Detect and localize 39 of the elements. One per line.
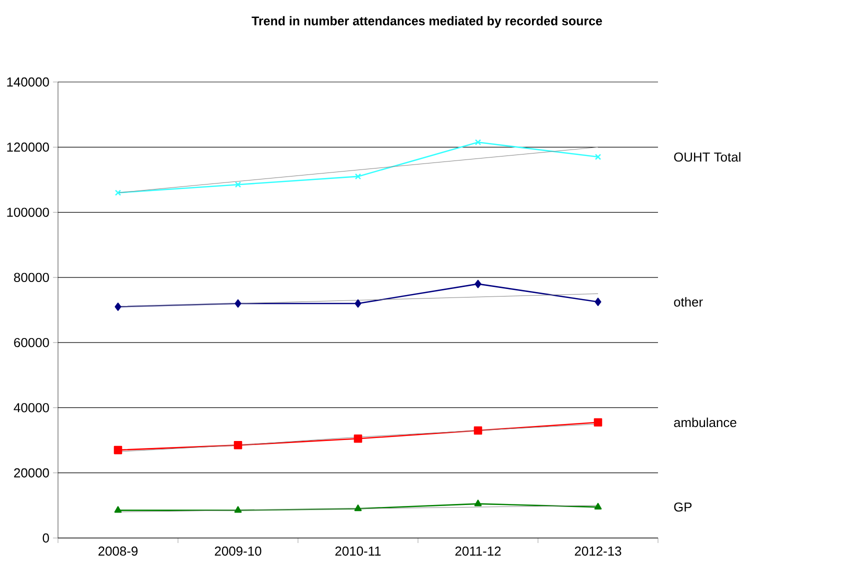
point [474, 426, 482, 435]
point [474, 500, 482, 506]
text: other [674, 297, 703, 307]
x-tick-label: 2009-10 [214, 546, 262, 556]
y-tick-label: 140000 [7, 77, 49, 87]
x-tick-label: 2010-11 [335, 546, 381, 556]
point [354, 299, 362, 308]
point [474, 139, 482, 146]
y-tick-label: 120000 [7, 142, 49, 152]
point [594, 418, 602, 427]
x-tick-label: 2008-9 [98, 546, 138, 556]
point [234, 506, 242, 513]
point [354, 434, 362, 443]
x-tick-label: 2011-12 [455, 546, 501, 556]
text: GP [674, 502, 692, 512]
point [594, 154, 602, 160]
y-tick-label: 60000 [14, 338, 49, 348]
y-tick-label: 20000 [14, 468, 49, 478]
line-series [118, 146, 598, 193]
chart-title: Trend in number attendances mediated by recorded source [252, 16, 602, 28]
point [474, 280, 482, 288]
point [234, 441, 242, 450]
y-tick-label: 80000 [14, 272, 49, 282]
point [234, 181, 242, 188]
y-tick-label: 0 [42, 533, 49, 543]
point [114, 302, 122, 311]
y-tick-label: 40000 [14, 403, 49, 412]
point [114, 506, 122, 513]
point [354, 504, 362, 512]
point [114, 446, 122, 454]
x-tick-label: 2012-13 [574, 546, 622, 556]
point [594, 298, 602, 306]
y-tick-label: 100000 [7, 208, 49, 217]
point [354, 173, 362, 180]
point [234, 299, 242, 308]
text: ambulance [674, 418, 736, 428]
point [114, 190, 122, 196]
text: OUHT Total [674, 152, 740, 162]
point [594, 502, 602, 510]
